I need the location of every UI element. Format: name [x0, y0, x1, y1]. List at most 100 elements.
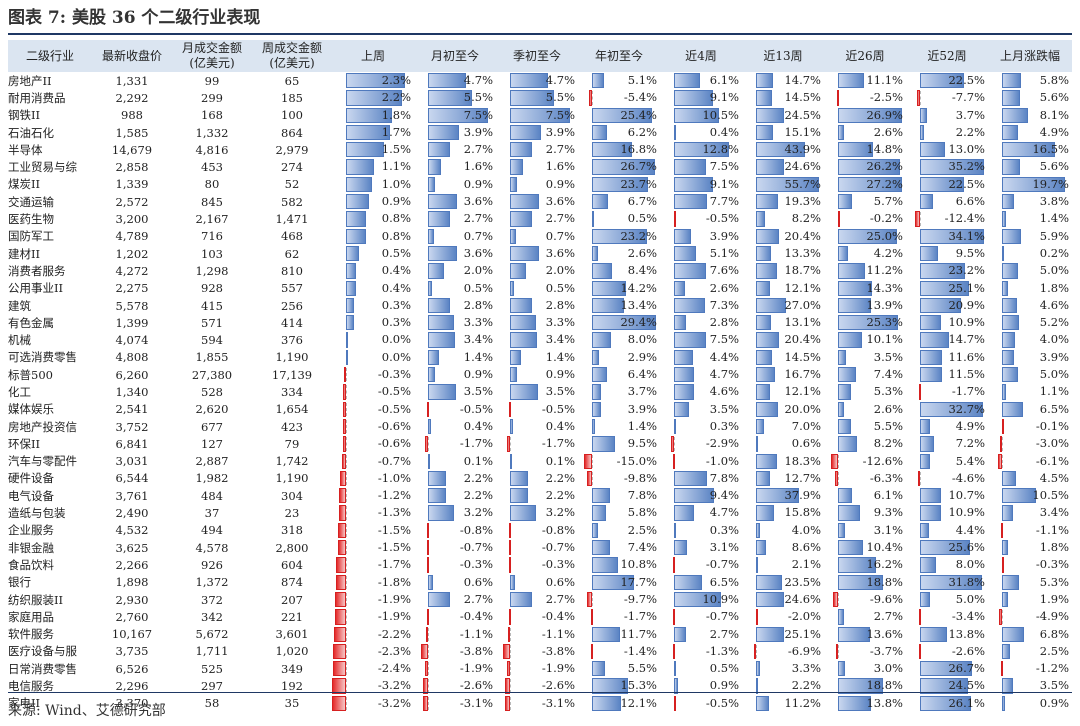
return-cell: 15.3%	[578, 677, 660, 694]
data-bar	[1002, 211, 1007, 227]
data-bar	[332, 678, 346, 694]
return-cell: 13.8%	[824, 695, 906, 712]
return-cell: 14.7%	[742, 72, 824, 89]
return-cell: 0.9%	[414, 176, 496, 193]
return-cell: -0.8%	[496, 522, 578, 539]
return-cell: 4.4%	[906, 522, 988, 539]
value-label: -7.7%	[951, 90, 985, 105]
value-label: 23.2%	[948, 263, 985, 278]
return-cell: 4.5%	[988, 470, 1072, 487]
data-bar	[335, 609, 346, 625]
return-cell: 4.4%	[660, 349, 742, 366]
return-cell: 3.5%	[496, 383, 578, 400]
value-label: 12.1%	[620, 695, 657, 710]
zero-axis	[592, 471, 593, 486]
return-cell: 26.7%	[578, 158, 660, 175]
data-bar	[920, 142, 946, 158]
return-cell: 9.1%	[660, 89, 742, 106]
data-bar	[510, 488, 528, 504]
monthly-turnover: 2,167	[195, 212, 229, 227]
return-cell: 6.5%	[660, 574, 742, 591]
value-label: 6.2%	[627, 124, 657, 139]
return-cell: 2.2%	[906, 124, 988, 141]
return-cell: 2.6%	[824, 124, 906, 141]
return-cell: -0.7%	[496, 539, 578, 556]
return-cell: -0.4%	[414, 608, 496, 625]
return-cell: -9.6%	[824, 591, 906, 608]
monthly-turnover: 926	[201, 557, 223, 572]
data-bar	[592, 384, 601, 400]
data-bar	[335, 591, 346, 608]
zero-axis	[346, 489, 347, 503]
data-bar	[346, 176, 372, 193]
data-bar	[756, 436, 758, 452]
value-label: 3.1%	[709, 540, 739, 555]
data-bar	[337, 522, 346, 539]
value-label: -2.4%	[377, 661, 411, 676]
return-cell: -0.7%	[660, 608, 742, 625]
data-bar	[507, 436, 510, 452]
value-label: -9.8%	[623, 470, 657, 485]
data-bar	[756, 401, 779, 417]
value-label: 3.9%	[709, 228, 739, 243]
return-cell: 2.0%	[496, 262, 578, 279]
close-price: 1,898	[115, 575, 149, 590]
data-bar	[338, 505, 346, 521]
data-bar	[838, 626, 871, 642]
value-label: 2.7%	[463, 142, 493, 157]
return-cell: 6.1%	[660, 72, 742, 89]
return-cell: 0.3%	[332, 314, 414, 331]
weekly-turnover: 274	[281, 160, 303, 175]
return-cell: 3.1%	[824, 522, 906, 539]
monthly-turnover: 484	[201, 488, 223, 503]
weekly-turnover: 414	[281, 315, 303, 330]
close-price: 4,789	[115, 229, 149, 244]
return-cell: -0.2%	[824, 210, 906, 227]
value-label: 0.9%	[1039, 695, 1069, 710]
value-label: 8.1%	[1039, 107, 1069, 122]
value-label: 0.9%	[709, 678, 739, 693]
table-row: 钢铁II 988 168 100 1.8% 7.5% 7.5% 25.4% 10.5% 24.5%…	[8, 107, 1072, 124]
close-price: 6,260	[115, 367, 149, 382]
value-label: -1.1%	[459, 626, 493, 641]
zero-axis	[1002, 454, 1003, 468]
return-cell: 15.1%	[742, 124, 824, 141]
value-label: 3.9%	[1039, 349, 1069, 364]
value-label: 2.7%	[545, 142, 575, 157]
return-cell: 3.9%	[988, 349, 1072, 366]
data-bar	[838, 401, 845, 417]
data-bar	[756, 678, 759, 694]
data-bar	[428, 384, 456, 400]
return-cell: 11.1%	[824, 72, 906, 89]
zero-axis	[838, 592, 839, 607]
data-bar	[997, 453, 1002, 469]
value-label: 3.4%	[1039, 505, 1069, 520]
return-cell: -1.7%	[496, 435, 578, 452]
data-bar	[1002, 643, 1010, 660]
return-cell: 12.1%	[578, 695, 660, 712]
value-label: -1.5%	[377, 540, 411, 555]
data-bar	[1002, 245, 1004, 262]
value-label: -0.8%	[541, 522, 575, 537]
value-label: 2.7%	[463, 211, 493, 226]
return-cell: 24.6%	[742, 591, 824, 608]
data-bar	[346, 280, 357, 296]
return-cell: -1.7%	[578, 608, 660, 625]
monthly-turnover: 1,372	[195, 575, 229, 590]
return-cell: -1.0%	[332, 470, 414, 487]
zero-axis	[592, 91, 593, 105]
data-bar	[756, 418, 764, 435]
data-bar	[838, 142, 874, 158]
data-bar	[1002, 315, 1019, 331]
data-bar	[838, 124, 845, 141]
weekly-turnover: 2,800	[275, 540, 309, 555]
value-label: 0.8%	[381, 211, 411, 226]
column-header: 周成交金额 (亿美元)	[252, 40, 332, 72]
value-label: -3.4%	[951, 609, 985, 624]
value-label: 3.1%	[873, 522, 903, 537]
value-label: 10.8%	[620, 557, 657, 572]
data-bar	[510, 574, 515, 590]
zero-axis	[510, 679, 511, 693]
value-label: 3.6%	[463, 194, 493, 209]
industry-name: 房地产II	[8, 73, 52, 88]
